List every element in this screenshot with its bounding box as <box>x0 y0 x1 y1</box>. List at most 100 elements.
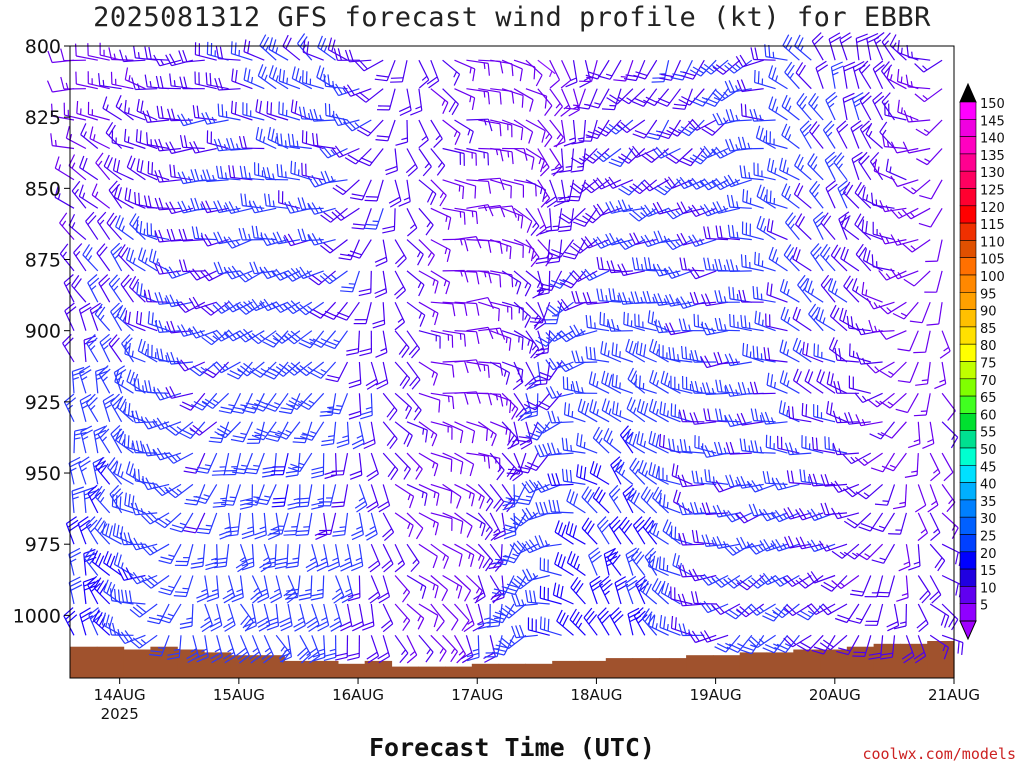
wind-barb <box>890 268 919 280</box>
wind-barb <box>354 484 368 513</box>
wind-barb <box>756 184 776 209</box>
wind-barb <box>904 453 919 478</box>
wind-barb <box>73 427 87 454</box>
wind-barb <box>829 304 848 332</box>
colorbar-swatch <box>959 274 977 293</box>
wind-barb <box>794 154 812 181</box>
wind-barb <box>297 635 312 664</box>
wind-barb <box>812 211 825 240</box>
wind-barb <box>642 516 658 545</box>
wind-barb <box>334 301 360 321</box>
wind-barb <box>71 180 87 209</box>
wind-barb <box>792 247 812 272</box>
terrain-segment <box>284 660 312 678</box>
wind-barb <box>691 88 717 107</box>
wind-barb <box>897 99 919 121</box>
wind-barb <box>672 88 693 110</box>
colorbar-swatch <box>959 119 977 137</box>
wind-barb <box>665 148 693 164</box>
wind-barb <box>340 575 354 604</box>
wind-barb <box>897 330 919 352</box>
wind-barb <box>737 136 764 150</box>
wind-barb <box>343 119 372 132</box>
terrain-segment <box>70 646 98 678</box>
wind-barb <box>442 483 462 509</box>
wind-barb <box>867 392 895 408</box>
wind-barb <box>76 100 98 121</box>
wind-barb <box>489 361 511 385</box>
wind-barb <box>262 544 277 570</box>
wind-barb <box>712 88 741 102</box>
wind-barb <box>549 59 561 89</box>
wind-barb <box>711 602 741 616</box>
wind-barb <box>125 247 146 272</box>
wind-barb <box>331 83 360 97</box>
wind-barb <box>872 221 895 241</box>
wind-barb <box>670 375 693 394</box>
wind-barb <box>418 301 439 326</box>
wind-barb <box>135 310 158 332</box>
wind-barb <box>783 634 812 648</box>
wind-barb <box>548 239 574 258</box>
wind-barb <box>613 60 634 82</box>
wind-barb <box>218 393 242 414</box>
wind-barb <box>315 544 329 572</box>
wind-barb <box>136 158 158 181</box>
wind-barb <box>54 185 75 209</box>
wind-barb <box>212 361 241 374</box>
wind-barb <box>177 113 205 127</box>
wind-barb <box>241 512 255 540</box>
wind-barb <box>924 270 943 293</box>
wind-barb <box>902 239 931 253</box>
wind-barb <box>430 148 446 176</box>
wind-barb <box>807 153 824 181</box>
wind-barb <box>784 442 812 456</box>
wind-barb <box>929 543 946 572</box>
wind-barb <box>545 301 574 316</box>
wind-barb <box>223 603 236 632</box>
wind-barb <box>332 512 349 537</box>
wind-barb <box>202 361 230 379</box>
wind-barb <box>879 200 907 213</box>
wind-barb <box>617 263 645 277</box>
colorbar-swatch <box>959 257 977 276</box>
wind-barb <box>635 341 657 363</box>
wind-barb <box>278 101 301 121</box>
colorbar-label: 25 <box>980 530 997 545</box>
wind-barb <box>701 382 729 396</box>
wind-barb <box>489 484 505 512</box>
wind-barb <box>545 208 563 232</box>
colorbar-swatch <box>959 205 977 224</box>
wind-barb <box>827 278 848 303</box>
wind-barb <box>377 635 391 664</box>
wind-barb <box>850 575 872 597</box>
wind-barb <box>742 342 764 363</box>
wind-barb <box>478 301 500 322</box>
wind-barb <box>372 302 386 329</box>
wind-barb <box>740 254 764 272</box>
wind-barb <box>490 179 512 199</box>
wind-barb <box>394 239 407 268</box>
wind-barb <box>659 615 681 636</box>
wind-barb <box>852 635 872 657</box>
wind-barb <box>323 635 337 661</box>
wind-barb <box>880 421 907 439</box>
x-tick-label: 16AUG <box>332 686 384 704</box>
wind-barb <box>454 236 482 249</box>
wind-barb <box>916 148 943 166</box>
wind-barb <box>261 635 274 664</box>
wind-barb <box>263 392 289 412</box>
wind-barb <box>801 435 824 454</box>
wind-barb <box>689 501 717 515</box>
colorbar-label: 70 <box>980 374 997 389</box>
wind-barb <box>556 609 574 636</box>
wind-barb <box>895 393 919 414</box>
wind-barb <box>377 575 391 604</box>
wind-barb <box>355 59 384 72</box>
wind-barb <box>788 405 812 423</box>
wind-barb <box>351 421 365 450</box>
wind-barb <box>892 301 919 320</box>
colorbar-swatch <box>959 309 977 328</box>
wind-barb <box>498 603 527 619</box>
wind-barb <box>565 60 578 88</box>
